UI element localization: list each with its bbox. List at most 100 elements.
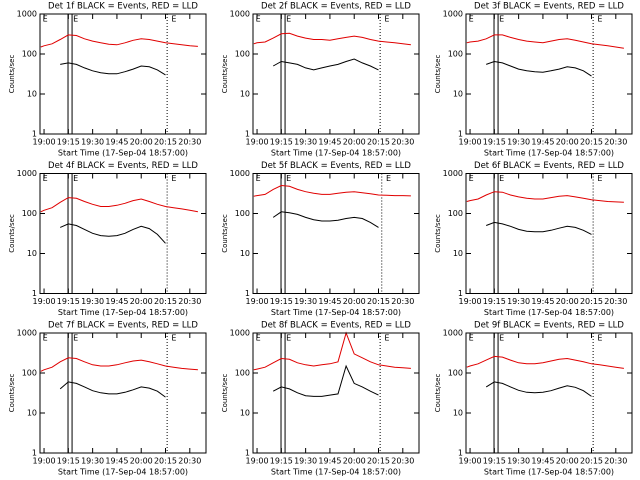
y-tick-label: 1000	[443, 10, 463, 19]
x-tick-label: 19:30	[294, 138, 317, 147]
series-line	[253, 184, 411, 197]
x-tick-label: 19:30	[81, 457, 104, 466]
annotation: E	[286, 15, 291, 24]
y-tick-label: 1000	[443, 169, 463, 178]
x-tick-label: 19:00	[33, 138, 56, 147]
x-tick-label: 19:15	[483, 297, 506, 306]
y-tick-label: 1000	[443, 329, 463, 338]
chart-title: Det 2f BLACK = Events, RED = LLD	[261, 2, 411, 12]
plot-frame	[465, 332, 633, 454]
x-tick-label: 19:15	[57, 457, 80, 466]
annotation: E	[597, 15, 602, 24]
chart-title: Det 8f BLACK = Events, RED = LLD	[261, 321, 411, 331]
annotation: E	[171, 174, 176, 183]
panel: Det 8f BLACK = Events, RED = LLD Start Ti…	[221, 321, 420, 477]
annotation: E	[597, 334, 602, 343]
annotation: E	[43, 334, 48, 343]
y-tick-label: 100	[22, 369, 37, 378]
y-tick-label: 100	[235, 209, 250, 218]
annotation: E	[73, 15, 78, 24]
y-axis-label: Counts/sec	[221, 55, 229, 94]
annotation: E	[597, 174, 602, 183]
annotation: E	[499, 334, 504, 343]
y-axis-label: Counts/sec	[434, 55, 442, 94]
x-tick-label: 19:30	[507, 138, 530, 147]
x-tick-label: 19:00	[33, 457, 56, 466]
x-tick-label: 20:30	[178, 297, 201, 306]
annotation: E	[499, 174, 504, 183]
y-tick-label: 1	[458, 449, 463, 458]
y-axis-label: Counts/sec	[8, 374, 16, 413]
annotation: E	[499, 15, 504, 24]
y-tick-label: 10	[453, 90, 463, 99]
annotation: E	[256, 334, 261, 343]
x-tick-label: 20:15	[367, 457, 390, 466]
y-axis-label: Counts/sec	[434, 374, 442, 413]
chart-title: Det 3f BLACK = Events, RED = LLD	[474, 2, 624, 12]
annotation: E	[286, 334, 291, 343]
y-tick-label: 1	[32, 289, 37, 298]
x-tick-label: 20:30	[391, 138, 414, 147]
x-tick-label: 19:15	[270, 457, 293, 466]
x-tick-label: 19:00	[246, 138, 269, 147]
y-tick-label: 1000	[17, 169, 37, 178]
annotation: E	[73, 174, 78, 183]
series-line	[59, 381, 166, 398]
x-tick-label: 19:45	[318, 138, 341, 147]
y-axis-label: Counts/sec	[8, 55, 16, 94]
x-tick-label: 19:45	[105, 138, 128, 147]
x-tick-label: 19:30	[507, 297, 530, 306]
plot-frame	[252, 13, 420, 135]
x-tick-label: 20:30	[604, 457, 627, 466]
y-tick-label: 10	[240, 90, 250, 99]
chart-title: Det 1f BLACK = Events, RED = LLD	[48, 2, 198, 12]
x-tick-label: 20:30	[178, 138, 201, 147]
panel: Det 3f BLACK = Events, RED = LLD Start Ti…	[434, 2, 633, 158]
y-tick-label: 1	[245, 289, 250, 298]
annotation: E	[469, 15, 474, 24]
y-tick-label: 100	[235, 369, 250, 378]
x-tick-label: 19:30	[81, 297, 104, 306]
annotation: E	[43, 15, 48, 24]
series-line	[40, 357, 198, 372]
series-line	[253, 32, 411, 46]
series-line	[466, 355, 624, 369]
x-tick-label: 20:15	[154, 297, 177, 306]
x-axis-label: Start Time (17-Sep-04 18:57:00)	[271, 468, 401, 477]
y-tick-label: 1	[245, 449, 250, 458]
panel: Det 1f BLACK = Events, RED = LLD Start Ti…	[8, 2, 207, 158]
x-tick-label: 20:15	[367, 138, 390, 147]
x-tick-label: 20:00	[130, 297, 153, 306]
chart-title: Det 6f BLACK = Events, RED = LLD	[474, 161, 624, 171]
x-tick-label: 20:30	[604, 138, 627, 147]
chart-title: Det 5f BLACK = Events, RED = LLD	[261, 161, 411, 171]
x-tick-label: 19:15	[270, 297, 293, 306]
x-tick-label: 20:15	[580, 138, 603, 147]
panel: Det 9f BLACK = Events, RED = LLD Start Ti…	[434, 321, 633, 477]
series-line	[40, 197, 198, 213]
y-tick-label: 10	[240, 249, 250, 258]
y-tick-label: 10	[27, 90, 37, 99]
x-tick-label: 20:15	[580, 457, 603, 466]
plot-frame	[39, 332, 207, 454]
x-tick-label: 19:45	[318, 457, 341, 466]
series-line	[466, 191, 624, 203]
x-tick-label: 20:30	[178, 457, 201, 466]
x-tick-label: 20:30	[391, 297, 414, 306]
x-tick-label: 20:15	[154, 138, 177, 147]
x-tick-label: 20:15	[367, 297, 390, 306]
plot-frame	[465, 173, 633, 294]
y-tick-label: 1	[458, 289, 463, 298]
panel: Det 5f BLACK = Events, RED = LLD Start Ti…	[221, 161, 420, 317]
chart-title: Det 9f BLACK = Events, RED = LLD	[474, 321, 624, 331]
annotation: E	[73, 334, 78, 343]
x-axis-label: Start Time (17-Sep-04 18:57:00)	[484, 308, 614, 317]
annotation: E	[469, 174, 474, 183]
x-tick-label: 19:00	[459, 457, 482, 466]
annotation: E	[286, 174, 291, 183]
y-tick-label: 100	[448, 369, 463, 378]
annotation: E	[43, 174, 48, 183]
x-tick-label: 19:30	[294, 297, 317, 306]
y-tick-label: 1000	[17, 329, 37, 338]
